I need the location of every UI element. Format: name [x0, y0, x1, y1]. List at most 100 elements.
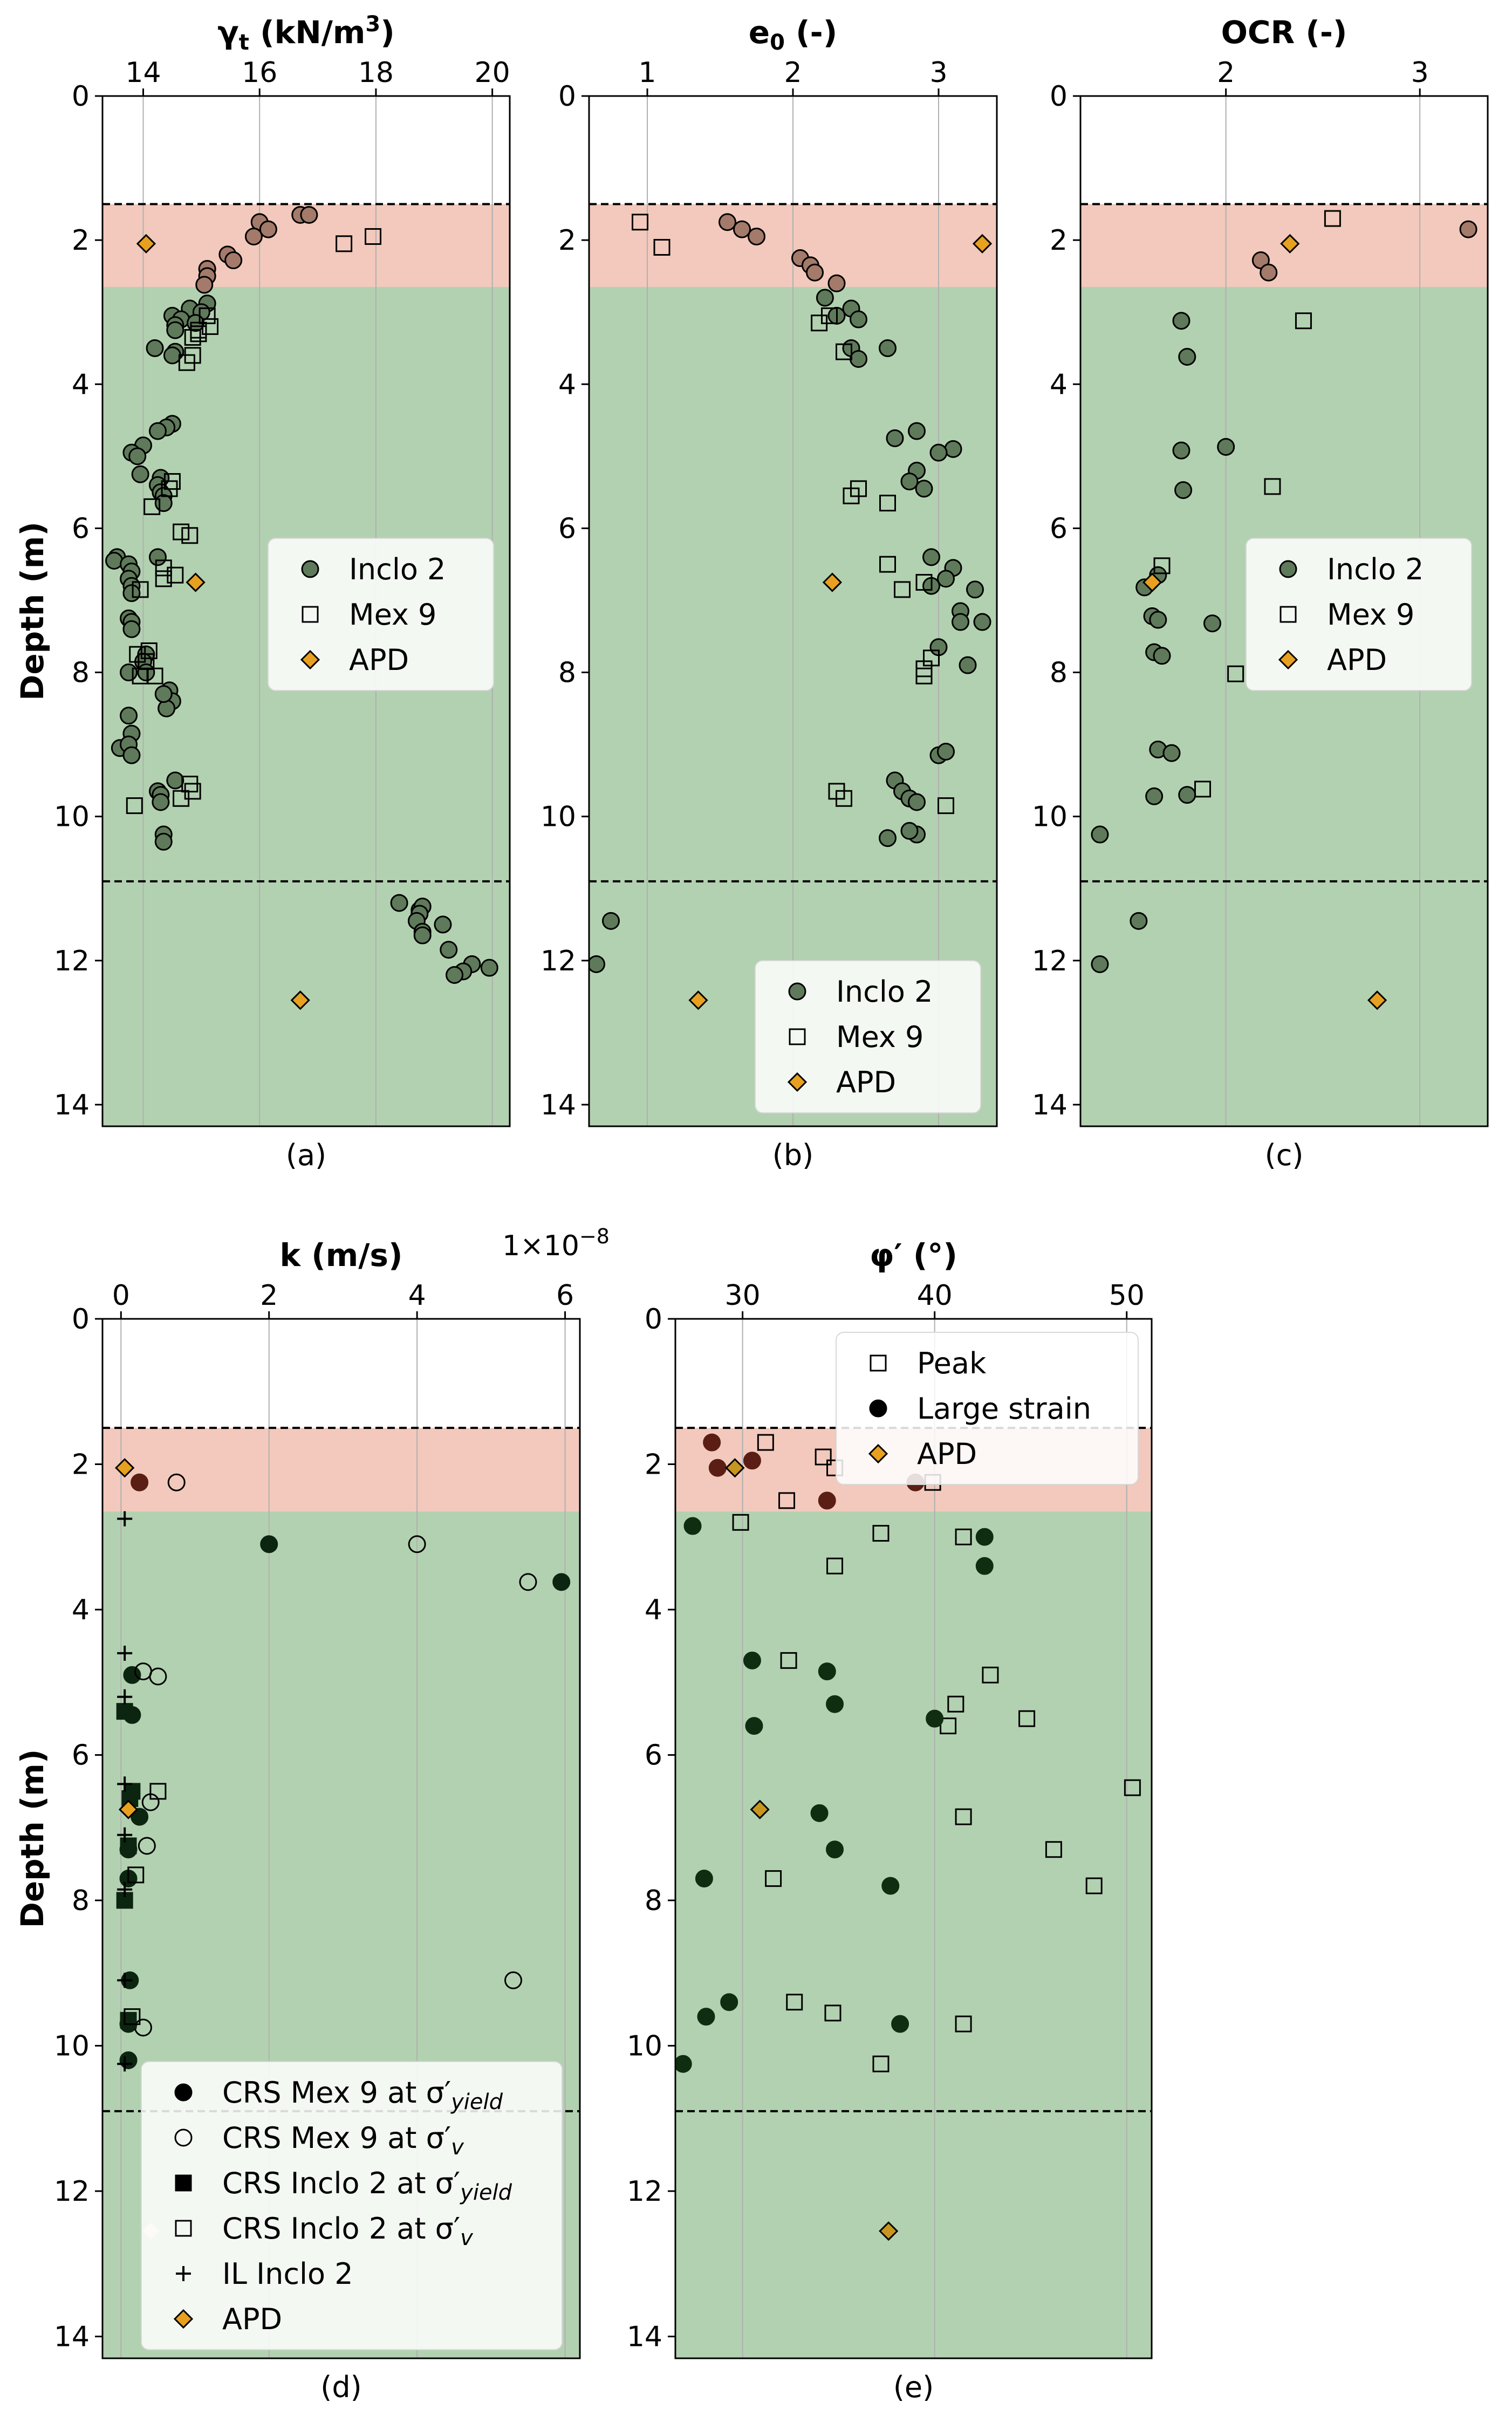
data-point-crs-inclo-2-at-yield [116, 1703, 133, 1720]
data-point-large-strain [745, 1717, 763, 1735]
data-point-crs-mex-9-at-v [408, 1535, 426, 1553]
data-point-mex-9 [140, 642, 158, 659]
legend-marker [869, 1399, 887, 1418]
legend-label: Inclo 2 [1327, 552, 1424, 586]
data-point-apd [136, 234, 156, 254]
legend-marker [302, 606, 319, 623]
legend-marker [870, 1354, 887, 1372]
data-point-mex-9 [915, 574, 933, 591]
legend-label: APD [349, 643, 409, 677]
y-tick-label: 14 [1032, 1089, 1068, 1121]
data-point-apd [118, 1799, 139, 1819]
data-point-inclo-2 [1260, 263, 1278, 282]
data-point-apd [879, 2221, 899, 2241]
data-point-inclo-2 [908, 793, 926, 811]
panel-caption: (b) [772, 1138, 813, 1172]
data-point-apd [1142, 572, 1162, 592]
data-point-large-strain [975, 1528, 994, 1546]
y-tick-label: 0 [558, 80, 576, 113]
legend-box [141, 2061, 563, 2350]
y-tick-label: 12 [541, 945, 576, 977]
data-point-peak [1085, 1877, 1103, 1894]
legend-label: Inclo 2 [349, 552, 446, 586]
plot-frame [101, 1318, 581, 2359]
data-point-peak [1045, 1841, 1062, 1858]
data-point-peak [757, 1434, 774, 1451]
y-tick-label: 12 [627, 2175, 662, 2208]
data-point-inclo-2 [1145, 787, 1164, 805]
x-tick-label: 2 [1217, 57, 1235, 89]
y-tick-label: 10 [541, 801, 576, 833]
legend-label: CRS Inclo 2 at σ′v [222, 2212, 474, 2250]
axis-title: φ′ (°) [870, 1237, 957, 1274]
data-point-mex-9 [836, 343, 852, 360]
data-point-inclo-2 [719, 213, 736, 231]
data-point-large-strain [818, 1662, 836, 1681]
data-point-inclo-2 [733, 220, 751, 238]
panel-e: 30 40 50 0 2 4 6 8 10 12 14 φ′ (°) (e) Peak Large stra… [627, 1237, 1153, 2404]
legend-label: Mex 9 [1327, 598, 1414, 632]
data-point-mex-9 [915, 667, 933, 685]
data-point-inclo-2 [886, 429, 904, 447]
legend-label: APD [1327, 643, 1387, 677]
data-point-inclo-2 [244, 227, 263, 245]
axis-title: γt (kN/m3) [217, 12, 394, 55]
data-point-inclo-2 [1172, 441, 1191, 460]
y-tick-label: 0 [1050, 80, 1068, 113]
data-point-mex-9 [143, 498, 161, 515]
y-tick-label: 10 [1032, 801, 1068, 833]
data-point-mex-9 [181, 527, 199, 544]
legend-marker [1279, 560, 1297, 578]
data-point-mex-9 [836, 790, 852, 807]
x-tick-label: 0 [112, 1279, 130, 1312]
panel-d: 0 2 4 6 0 2 4 6 8 10 12 14 k (m/s) 1×10−8 (d) Depth (m)… [14, 1224, 610, 2404]
data-point-mex-9 [167, 566, 184, 584]
data-point-mex-9 [365, 228, 382, 245]
data-point-mex-9 [843, 487, 860, 504]
y-tick-label: 12 [54, 2175, 90, 2208]
legend-label: Mex 9 [836, 1020, 923, 1054]
data-point-inclo-2 [952, 613, 969, 631]
legend-label: Peak [917, 1346, 987, 1380]
x-tick-label: 40 [917, 1279, 953, 1312]
data-point-crs-mex-9-at-yield [123, 1666, 141, 1684]
data-point-inclo-2 [434, 915, 452, 934]
data-point-il-inclo-2 [117, 1776, 133, 1792]
legend-marker [1280, 606, 1297, 623]
data-point-large-strain [703, 1433, 721, 1452]
panel-caption: (d) [320, 2370, 361, 2404]
x-tick-label: 50 [1109, 1279, 1145, 1312]
data-point-mex-9 [938, 797, 954, 815]
data-point-inclo-2 [146, 339, 164, 357]
data-point-crs-inclo-2-at-yield [120, 2011, 137, 2029]
data-point-inclo-2 [944, 440, 962, 458]
panel-caption: (e) [893, 2370, 934, 2404]
legend-label: APD [836, 1065, 896, 1099]
x-tick-label: 2 [260, 1279, 278, 1312]
panel-caption: (a) [286, 1138, 326, 1172]
data-point-inclo-2 [589, 955, 605, 973]
data-point-peak [778, 1492, 796, 1509]
y-tick-label: 4 [1050, 368, 1068, 401]
y-tick-label: 4 [645, 1594, 662, 1626]
data-point-inclo-2 [1149, 611, 1167, 629]
data-point-il-inclo-2 [117, 1827, 133, 1843]
data-point-apd [1280, 234, 1300, 254]
x-tick-label: 4 [408, 1279, 426, 1312]
data-point-large-strain [891, 2015, 909, 2033]
data-point-crs-mex-9-at-yield [131, 1808, 149, 1826]
data-point-inclo-2 [148, 548, 167, 566]
data-point-large-strain [675, 2055, 692, 2073]
data-point-inclo-2 [166, 771, 184, 790]
data-point-large-strain [720, 1993, 738, 2011]
legend: Inclo 2 Mex 9 APD [1246, 538, 1472, 691]
legend-label: APD [222, 2302, 282, 2336]
data-point-mex-9 [190, 325, 207, 343]
data-point-large-strain [743, 1452, 761, 1470]
data-point-il-inclo-2 [117, 2056, 133, 2072]
data-point-large-strain [826, 1695, 844, 1713]
data-point-crs-mex-9-at-yield [131, 1473, 149, 1491]
data-point-peak [815, 1448, 832, 1466]
y-tick-label: 12 [1032, 945, 1068, 977]
y-tick-label: 14 [627, 2321, 662, 2353]
